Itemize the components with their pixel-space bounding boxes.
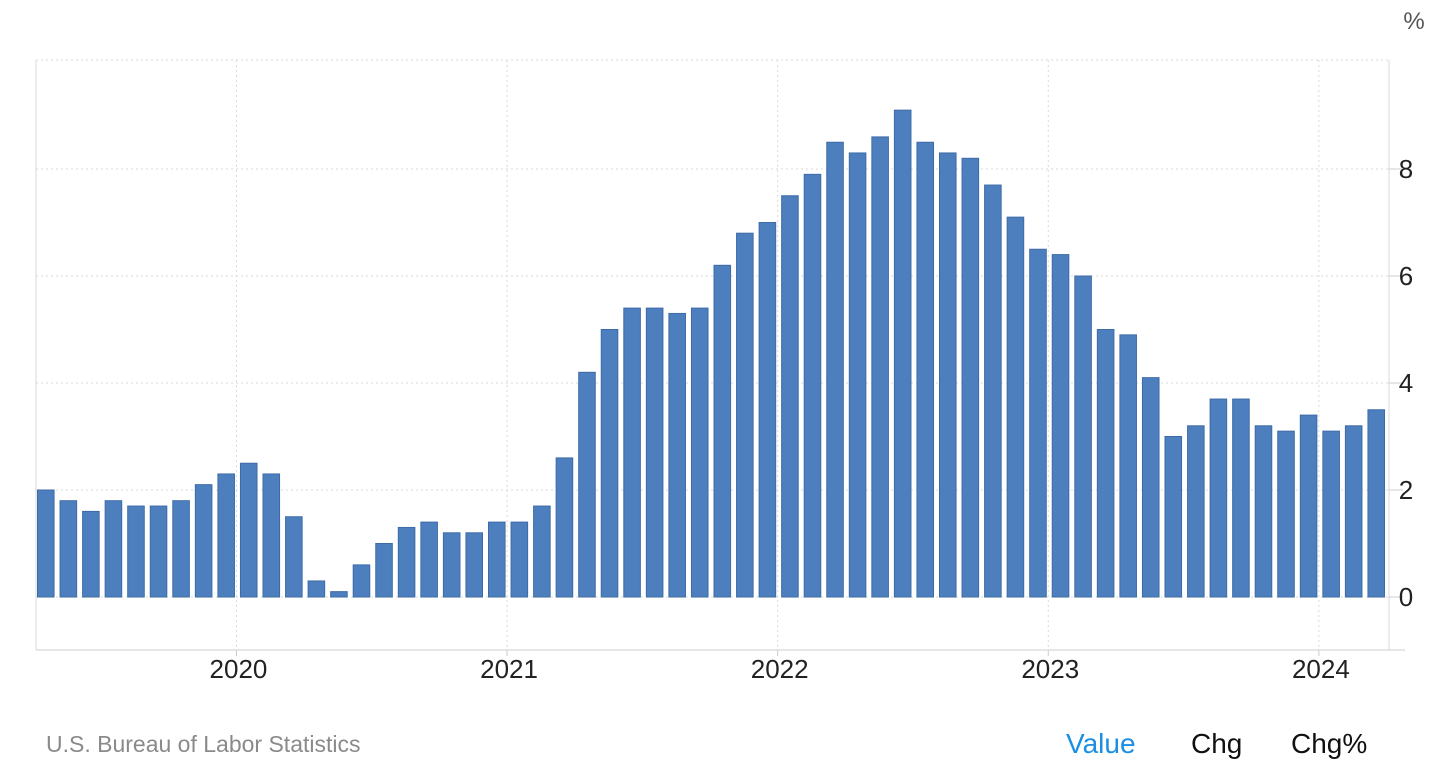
bar <box>375 543 393 598</box>
bar <box>397 526 416 598</box>
bar <box>668 312 686 598</box>
bar <box>285 516 303 598</box>
bar <box>442 532 461 598</box>
bar <box>1367 409 1386 598</box>
bar <box>690 307 709 598</box>
x-tick-label: 2024 <box>1292 654 1350 684</box>
bar <box>916 141 935 598</box>
bar <box>1187 425 1205 598</box>
y-tick-label: 6 <box>1399 261 1413 291</box>
chart-area: % 0 2 4 6 8 2020 2021 2022 2023 2024 <box>35 8 1425 684</box>
tab-chg[interactable]: Chg <box>1191 728 1243 759</box>
bar <box>826 141 844 598</box>
bar <box>1209 398 1228 598</box>
bar <box>623 307 641 598</box>
x-tick-label: 2021 <box>480 654 538 684</box>
y-axis-unit-label: % <box>1403 8 1424 35</box>
bar <box>736 232 754 598</box>
bar <box>465 532 484 598</box>
bar <box>645 307 664 598</box>
bar <box>239 462 258 598</box>
bar <box>59 500 78 598</box>
bar <box>172 500 190 598</box>
bar <box>37 489 55 598</box>
bar <box>600 329 619 598</box>
bar <box>803 173 822 598</box>
bar <box>330 591 348 598</box>
bar <box>1051 254 1070 598</box>
bar <box>149 505 168 598</box>
bar <box>1096 329 1115 598</box>
bar <box>488 521 506 598</box>
bar <box>1164 436 1183 598</box>
y-tick-label: 4 <box>1399 368 1413 398</box>
bar <box>984 184 1002 598</box>
bar <box>555 457 574 598</box>
bar <box>1232 398 1250 598</box>
bar <box>848 152 867 598</box>
bar <box>871 136 889 598</box>
bar <box>1299 414 1318 598</box>
tab-chg-percent[interactable]: Chg% <box>1291 728 1368 759</box>
y-tick-label: 0 <box>1399 582 1413 612</box>
bar <box>420 521 438 598</box>
bar <box>781 195 799 598</box>
bars-group <box>37 109 1386 598</box>
bar <box>1344 425 1363 598</box>
bar <box>104 500 123 598</box>
bar <box>307 580 326 598</box>
x-tick-label: 2023 <box>1021 654 1079 684</box>
bar <box>893 109 912 598</box>
bar <box>961 157 980 598</box>
bar <box>1006 216 1025 598</box>
bar <box>217 473 235 598</box>
bar <box>82 510 100 598</box>
grid-lines <box>35 59 1405 656</box>
x-tick-label: 2022 <box>751 654 809 684</box>
bar <box>713 264 732 598</box>
x-tick-label: 2020 <box>210 654 268 684</box>
axes: 0 2 4 6 8 2020 2021 2022 2023 2024 <box>210 154 1414 684</box>
source-label: U.S. Bureau of Labor Statistics <box>46 731 361 757</box>
bar <box>194 484 213 598</box>
bar <box>1277 430 1295 598</box>
bar <box>510 521 529 598</box>
bar <box>1074 275 1092 598</box>
bar <box>1322 430 1340 598</box>
y-tick-label: 2 <box>1399 475 1413 505</box>
bar <box>533 505 551 598</box>
tab-value[interactable]: Value <box>1066 728 1136 759</box>
bar <box>1254 425 1273 598</box>
y-tick-label: 8 <box>1399 154 1413 184</box>
bar <box>352 564 371 598</box>
bar <box>1029 248 1047 598</box>
bar <box>262 473 281 598</box>
bar <box>1119 334 1137 598</box>
bar <box>127 505 145 598</box>
bar <box>578 371 596 598</box>
bar <box>939 152 957 598</box>
bar <box>758 222 777 598</box>
bar <box>1141 377 1160 598</box>
